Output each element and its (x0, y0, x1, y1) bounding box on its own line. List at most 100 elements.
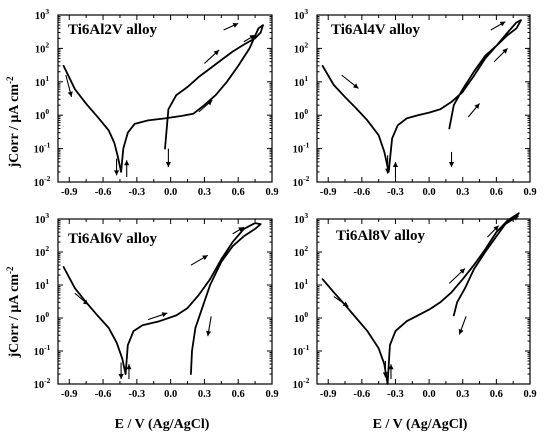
y-tick-label: 102 (35, 244, 50, 259)
direction-arrow-head (161, 312, 168, 318)
y-tick-label: 102 (294, 40, 309, 55)
y-tick-label: 103 (294, 211, 309, 226)
y-tick-label: 10-1 (34, 141, 51, 156)
x-tick-label: 0.9 (523, 389, 536, 400)
y-tick-label: 103 (294, 7, 309, 22)
direction-arrow-head (388, 364, 394, 370)
y-tick-label: 100 (35, 107, 50, 122)
y-tick-label: 10-2 (293, 174, 310, 189)
direction-arrow-head (232, 23, 239, 28)
polarization-curve (321, 212, 520, 385)
x-tick-label: 0.0 (164, 187, 177, 198)
y-tick-label: 10-1 (293, 141, 310, 156)
y-axis-title-top: jCorr / μA cm-2 (5, 76, 22, 168)
plot-frame (316, 14, 531, 183)
polarization-curve (62, 24, 264, 173)
direction-arrow-head (238, 227, 244, 233)
plot-frame (57, 218, 273, 385)
y-tick-label: 10-2 (293, 376, 310, 391)
y-axis-title-bottom: jCorr / μA cm-2 (5, 266, 22, 358)
x-tick-label: 0.3 (456, 389, 469, 400)
direction-arrow-head (249, 35, 256, 40)
polarization-curve (321, 19, 522, 173)
panel-3: -0.9 -0.6 -0.3 0.0 0.3 0.6 0.9 10-2 10-1 100 101 10… (34, 211, 279, 400)
direction-arrow-head (342, 301, 349, 307)
x-tick-label: -0.9 (320, 187, 337, 198)
y-tick-label: 102 (294, 244, 309, 259)
y-tick-label: 101 (294, 277, 309, 292)
panel-title: Ti6Al6V alloy (68, 231, 158, 247)
x-axis-title-right: E / V (Ag/AgCl) (373, 417, 468, 432)
x-tick-label: 0.6 (232, 187, 245, 198)
direction-arrow-head (124, 160, 130, 166)
x-tick-label: 0.6 (490, 187, 503, 198)
direction-arrow-head (352, 83, 359, 89)
x-tick-label: -0.3 (129, 187, 146, 198)
y-tick-label: 100 (294, 107, 309, 122)
x-tick-label: 0.9 (265, 389, 278, 400)
direction-arrow-head (493, 225, 499, 231)
y-tick-label: 101 (294, 74, 309, 89)
polarization-curve (62, 222, 262, 375)
direction-arrow-head (382, 372, 388, 378)
direction-arrow-head (474, 103, 480, 110)
y-tick-label: 100 (294, 310, 309, 325)
direction-arrow-head (499, 21, 506, 27)
direction-arrow-head (82, 299, 89, 305)
plot-frame (316, 218, 531, 385)
x-axis-title-left: E / V (Ag/AgCl) (115, 417, 210, 432)
plot-frame (57, 14, 273, 183)
y-tick-label: 10-1 (34, 343, 51, 358)
x-tick-label: -0.9 (320, 389, 337, 400)
x-tick-label: -0.3 (387, 187, 404, 198)
x-tick-label: -0.6 (354, 389, 371, 400)
x-tick-label: -0.3 (387, 389, 404, 400)
direction-arrow-head (392, 161, 399, 167)
x-tick-label: 0.0 (423, 389, 436, 400)
panel-1: -0.9 -0.6 -0.3 0.0 0.3 0.6 0.9 10-2 10-1 100 101 10… (34, 7, 279, 198)
y-tick-label: 10-2 (34, 174, 51, 189)
direction-arrow-head (458, 328, 464, 335)
y-tick-label: 103 (35, 211, 50, 226)
panel-4: -0.9 -0.6 -0.3 0.0 0.3 0.6 0.9 10-2 10-1 100 101 10… (293, 211, 537, 400)
x-tick-label: -0.6 (95, 389, 112, 400)
y-tick-label: 103 (35, 7, 50, 22)
panel-2: -0.9 -0.6 -0.3 0.0 0.3 0.6 0.9 10-2 10-1 100 101 10… (293, 7, 537, 198)
direction-arrow-head (385, 168, 391, 174)
x-tick-label: -0.6 (354, 187, 371, 198)
direction-arrow-head (126, 364, 132, 370)
x-tick-label: 0.0 (164, 389, 177, 400)
x-tick-label: 0.9 (265, 187, 278, 198)
direction-arrow-head (202, 255, 208, 261)
x-tick-label: -0.6 (95, 187, 112, 198)
direction-arrow-head (502, 48, 508, 54)
direction-arrow-head (206, 330, 212, 337)
x-tick-label: -0.9 (61, 187, 78, 198)
x-tick-label: 0.3 (198, 389, 211, 400)
y-tick-label: 102 (35, 40, 50, 55)
panel-title: Ti6Al4V alloy (331, 22, 421, 38)
y-tick-label: 10-2 (34, 376, 51, 391)
panel-title: Ti6Al8V alloy (336, 228, 426, 244)
x-tick-label: -0.3 (129, 389, 146, 400)
direction-arrow-head (459, 268, 465, 274)
x-tick-label: 0.0 (423, 187, 436, 198)
direction-arrow-head (513, 215, 519, 221)
x-tick-label: 0.3 (198, 187, 211, 198)
x-tick-label: 0.9 (523, 187, 536, 198)
panel-title: Ti6Al2V alloy (68, 22, 158, 38)
y-tick-label: 101 (35, 277, 50, 292)
direction-arrow-head (67, 91, 73, 97)
x-tick-label: 0.3 (456, 187, 469, 198)
direction-arrow-head (213, 50, 220, 56)
direction-arrow-head (206, 100, 213, 106)
direction-arrow-head (118, 374, 124, 380)
y-tick-label: 100 (35, 310, 50, 325)
y-tick-label: 101 (35, 74, 50, 89)
y-tick-label: 10-1 (293, 343, 310, 358)
x-tick-label: -0.9 (61, 389, 78, 400)
direction-arrow-head (113, 170, 120, 176)
x-tick-label: 0.6 (232, 389, 245, 400)
direction-arrow-head (165, 161, 171, 167)
